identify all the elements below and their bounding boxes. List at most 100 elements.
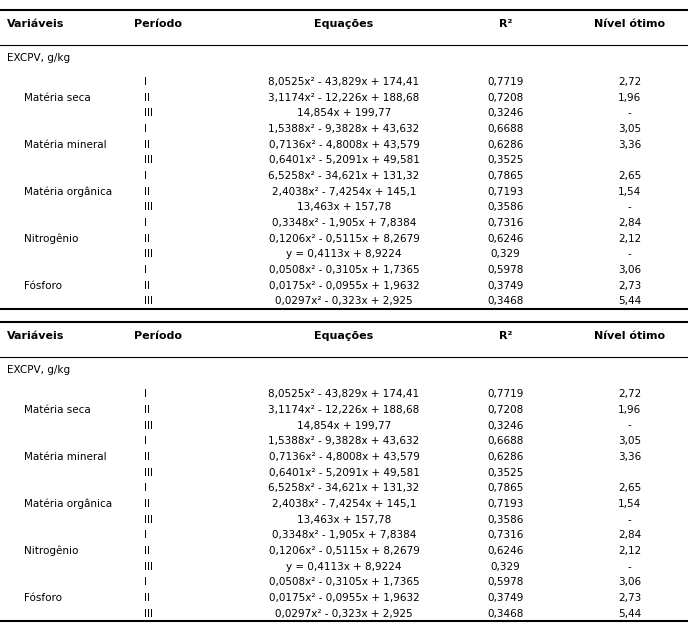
Text: 0,6401x² - 5,2091x + 49,581: 0,6401x² - 5,2091x + 49,581 [268,468,420,478]
Text: II: II [144,593,151,603]
Text: 0,0175x² - 0,0955x + 1,9632: 0,0175x² - 0,0955x + 1,9632 [268,593,420,603]
Text: 0,3525: 0,3525 [488,155,524,166]
Text: 1,5388x² - 9,3828x + 43,632: 1,5388x² - 9,3828x + 43,632 [268,124,420,134]
Text: III: III [144,155,153,166]
Text: -: - [627,562,632,572]
Text: 0,0508x² - 0,3105x + 1,7365: 0,0508x² - 0,3105x + 1,7365 [269,265,419,275]
Text: 0,0175x² - 0,0955x + 1,9632: 0,0175x² - 0,0955x + 1,9632 [268,281,420,290]
Text: 0,329: 0,329 [491,249,521,260]
Text: 3,1174x² - 12,226x + 188,68: 3,1174x² - 12,226x + 188,68 [268,93,420,102]
Text: 2,4038x² - 7,4254x + 145,1: 2,4038x² - 7,4254x + 145,1 [272,499,416,509]
Text: III: III [144,108,153,118]
Text: Período: Período [134,19,182,29]
Text: I: I [144,171,147,181]
Text: Fósforo: Fósforo [24,281,62,290]
Text: 0,7316: 0,7316 [488,218,524,228]
Text: 1,5388x² - 9,3828x + 43,632: 1,5388x² - 9,3828x + 43,632 [268,436,420,446]
Text: 0,3586: 0,3586 [488,515,524,525]
Text: III: III [144,609,153,619]
Text: 0,3348x² - 1,905x + 7,8384: 0,3348x² - 1,905x + 7,8384 [272,530,416,540]
Text: 2,65: 2,65 [618,171,641,181]
Text: 0,3246: 0,3246 [488,421,524,431]
Text: 0,6246: 0,6246 [488,234,524,243]
Text: 3,36: 3,36 [618,140,641,149]
Text: 0,6246: 0,6246 [488,546,524,556]
Text: 0,3586: 0,3586 [488,202,524,213]
Text: II: II [144,546,151,556]
Text: 3,1174x² - 12,226x + 188,68: 3,1174x² - 12,226x + 188,68 [268,405,420,415]
Text: 0,3749: 0,3749 [488,593,524,603]
Text: III: III [144,562,153,572]
Text: 0,3749: 0,3749 [488,281,524,290]
Text: 0,3468: 0,3468 [488,609,524,619]
Text: 0,6401x² - 5,2091x + 49,581: 0,6401x² - 5,2091x + 49,581 [268,155,420,166]
Text: Nível ótimo: Nível ótimo [594,19,665,29]
Text: 0,6286: 0,6286 [488,452,524,462]
Text: EXCPV, g/kg: EXCPV, g/kg [7,53,70,63]
Text: Variáveis: Variáveis [7,19,64,29]
Text: Equações: Equações [314,19,374,29]
Text: 0,1206x² - 0,5115x + 8,2679: 0,1206x² - 0,5115x + 8,2679 [268,546,420,556]
Text: R²: R² [499,331,513,341]
Text: 0,3525: 0,3525 [488,468,524,478]
Text: 0,6688: 0,6688 [488,436,524,446]
Text: Fósforo: Fósforo [24,593,62,603]
Text: III: III [144,515,153,525]
Text: 0,7865: 0,7865 [488,171,524,181]
Text: 2,73: 2,73 [618,593,641,603]
Text: 0,0508x² - 0,3105x + 1,7365: 0,0508x² - 0,3105x + 1,7365 [269,577,419,587]
Text: 3,36: 3,36 [618,452,641,462]
Text: 2,65: 2,65 [618,483,641,493]
Text: 2,73: 2,73 [618,281,641,290]
Text: 8,0525x² - 43,829x + 174,41: 8,0525x² - 43,829x + 174,41 [268,77,420,87]
Text: Matéria mineral: Matéria mineral [24,452,107,462]
Text: Equações: Equações [314,331,374,341]
Text: R²: R² [499,19,513,29]
Text: Matéria seca: Matéria seca [24,405,91,415]
Text: II: II [144,452,151,462]
Text: 0,5978: 0,5978 [488,577,524,587]
Text: 5,44: 5,44 [618,609,641,619]
Text: -: - [627,108,632,118]
Text: Matéria mineral: Matéria mineral [24,140,107,149]
Text: 0,7719: 0,7719 [488,389,524,399]
Text: -: - [627,249,632,260]
Text: Período: Período [134,331,182,341]
Text: 0,6688: 0,6688 [488,124,524,134]
Text: I: I [144,218,147,228]
Text: II: II [144,405,151,415]
Text: 2,72: 2,72 [618,77,641,87]
Text: 0,7136x² - 4,8008x + 43,579: 0,7136x² - 4,8008x + 43,579 [268,452,420,462]
Text: 0,5978: 0,5978 [488,265,524,275]
Text: 6,5258x² - 34,621x + 131,32: 6,5258x² - 34,621x + 131,32 [268,483,420,493]
Text: 2,84: 2,84 [618,218,641,228]
Text: y = 0,4113x + 8,9224: y = 0,4113x + 8,9224 [286,562,402,572]
Text: III: III [144,421,153,431]
Text: I: I [144,577,147,587]
Text: 0,7719: 0,7719 [488,77,524,87]
Text: 0,3348x² - 1,905x + 7,8384: 0,3348x² - 1,905x + 7,8384 [272,218,416,228]
Text: 3,05: 3,05 [618,124,641,134]
Text: EXCPV, g/kg: EXCPV, g/kg [7,365,70,375]
Text: 8,0525x² - 43,829x + 174,41: 8,0525x² - 43,829x + 174,41 [268,389,420,399]
Text: 1,96: 1,96 [618,93,641,102]
Text: Nível ótimo: Nível ótimo [594,331,665,341]
Text: II: II [144,499,151,509]
Text: Matéria orgânica: Matéria orgânica [24,186,112,197]
Text: 2,72: 2,72 [618,389,641,399]
Text: y = 0,4113x + 8,9224: y = 0,4113x + 8,9224 [286,249,402,260]
Text: 3,05: 3,05 [618,436,641,446]
Text: 0,7136x² - 4,8008x + 43,579: 0,7136x² - 4,8008x + 43,579 [268,140,420,149]
Text: 0,329: 0,329 [491,562,521,572]
Text: -: - [627,202,632,213]
Text: 0,3468: 0,3468 [488,296,524,307]
Text: 13,463x + 157,78: 13,463x + 157,78 [297,202,391,213]
Text: I: I [144,530,147,540]
Text: II: II [144,140,151,149]
Text: II: II [144,187,151,196]
Text: II: II [144,281,151,290]
Text: 13,463x + 157,78: 13,463x + 157,78 [297,515,391,525]
Text: Nitrogênio: Nitrogênio [24,545,78,556]
Text: Nitrogênio: Nitrogênio [24,233,78,244]
Text: 2,12: 2,12 [618,546,641,556]
